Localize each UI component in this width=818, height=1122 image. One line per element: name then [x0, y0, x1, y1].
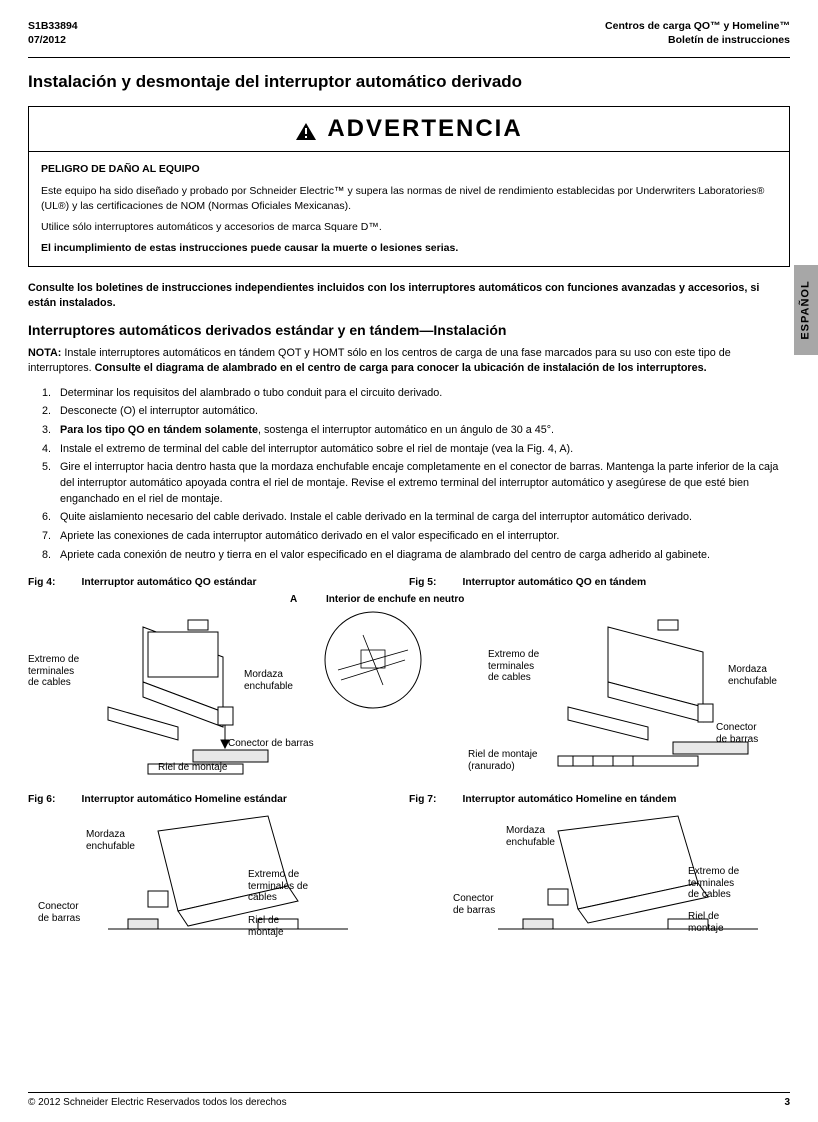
fig5-label-riel: Riel de montaje (ranurado) [468, 749, 537, 772]
fig7-caption: Fig 7: Interruptor automático Homeline e… [409, 794, 790, 805]
warning-header-text: ADVERTENCIA [327, 115, 522, 143]
sub-title: Interruptores automáticos derivados está… [28, 322, 790, 338]
product-line-2: Boletín de instrucciones [605, 34, 790, 48]
header-right: Centros de carga QO™ y Homeline™ Boletín… [605, 20, 790, 47]
fig6-label-mordaza: Mordaza enchufable [86, 829, 135, 852]
fig4-label-riel: Riel de montaje [158, 762, 227, 774]
fig5-caption: Fig 5: Interruptor automático QO en tánd… [409, 577, 790, 588]
fig7-number: Fig 7: [409, 794, 436, 805]
language-tab: ESPAÑOL [794, 265, 818, 355]
label-interior: Interior de enchufe en neutro [326, 594, 464, 606]
fig4-caption: Fig 4: Interruptor automático QO estánda… [28, 577, 409, 588]
step-2: Desconecte (O) el interruptor automático… [54, 404, 790, 420]
section-title: Instalación y desmontaje del interruptor… [28, 72, 790, 92]
fig-captions-bottom: Fig 6: Interruptor automático Homeline e… [28, 794, 790, 805]
fig4-title: Interruptor automático QO estándar [81, 577, 256, 588]
lead-paragraph: Consulte los boletines de instrucciones … [28, 281, 790, 311]
fig7-label-mordaza: Mordaza enchufable [506, 825, 555, 848]
fig7-label-conector: Conector de barras [453, 893, 495, 916]
header-left: S1B33894 07/2012 [28, 20, 78, 47]
fig5-label-mordaza: Mordaza enchufable [728, 664, 777, 687]
fig6-label-extremo: Extremo de terminales de cables [248, 869, 308, 904]
fig4-diagram [48, 612, 328, 782]
warning-box: ADVERTENCIA PELIGRO DE DAÑO AL EQUIPO Es… [28, 106, 790, 267]
nota-label: NOTA: [28, 347, 61, 359]
warning-p1: Este equipo ha sido diseñado y probado p… [41, 184, 777, 214]
fig5-label-conector: Conector de barras [716, 722, 758, 745]
copyright: © 2012 Schneider Electric Reservados tod… [28, 1097, 287, 1108]
step-3-rest: , sostenga el interruptor automático en … [258, 424, 554, 436]
fig5-title: Interruptor automático QO en tándem [462, 577, 646, 588]
fig4-label-extremo: Extremo de terminales de cables [28, 654, 79, 689]
fig7-title: Interruptor automático Homeline en tánde… [462, 794, 676, 805]
fig7-label-riel: Riel de montaje [688, 911, 724, 934]
fig4-label-mordaza: Mordaza enchufable [244, 669, 293, 692]
step-3: Para los tipo QO en tándem solamente, so… [54, 423, 790, 439]
fig5-label-extremo: Extremo de terminales de cables [488, 649, 539, 684]
fig-captions-top: Fig 4: Interruptor automático QO estánda… [28, 577, 790, 588]
fig6-caption: Fig 6: Interruptor automático Homeline e… [28, 794, 409, 805]
page-footer: © 2012 Schneider Electric Reservados tod… [28, 1092, 790, 1108]
language-tab-label: ESPAÑOL [800, 280, 812, 339]
warning-triangle-icon [295, 120, 317, 139]
fig6-label-riel: Riel de montaje [248, 915, 284, 938]
installation-steps: Determinar los requisitos del alambrado … [28, 386, 790, 563]
fig4-label-conector: Conector de barras [228, 738, 314, 750]
fig6-label-conector: Conector de barras [38, 901, 80, 924]
nota-bold-tail: Consulte el diagrama de alambrado en el … [95, 362, 707, 374]
warning-header: ADVERTENCIA [29, 107, 789, 152]
warning-title: PELIGRO DE DAÑO AL EQUIPO [41, 162, 777, 177]
fig4-number: Fig 4: [28, 577, 55, 588]
step-7: Apriete las conexiones de cada interrupt… [54, 529, 790, 545]
circle-inset [323, 610, 423, 710]
warning-p2: Utilice sólo interruptores automáticos y… [41, 220, 777, 235]
label-a: A [290, 594, 297, 606]
step-8: Apriete cada conexión de neutro y tierra… [54, 548, 790, 564]
diagram-area-top: A Interior de enchufe en neutro Extremo … [28, 594, 790, 784]
page-header: S1B33894 07/2012 Centros de carga QO™ y … [28, 20, 790, 47]
fig6-number: Fig 6: [28, 794, 55, 805]
fig7-label-extremo: Extremo de terminales de cables [688, 866, 739, 901]
product-line-1: Centros de carga QO™ y Homeline™ [605, 20, 790, 34]
header-rule [28, 57, 790, 58]
step-4: Instale el extremo de terminal del cable… [54, 442, 790, 458]
fig5-diagram [498, 612, 788, 782]
nota-paragraph: NOTA: Instale interruptores automáticos … [28, 346, 790, 376]
step-6: Quite aislamiento necesario del cable de… [54, 510, 790, 526]
step-3-bold: Para los tipo QO en tándem solamente [60, 424, 258, 436]
page-number: 3 [784, 1097, 790, 1108]
warning-body: PELIGRO DE DAÑO AL EQUIPO Este equipo ha… [29, 152, 789, 266]
warning-footer: El incumplimiento de estas instrucciones… [41, 241, 777, 256]
fig5-number: Fig 5: [409, 577, 436, 588]
step-5: Gire el interruptor hacia dentro hasta q… [54, 460, 790, 507]
step-1: Determinar los requisitos del alambrado … [54, 386, 790, 402]
doc-date: 07/2012 [28, 34, 78, 48]
doc-number: S1B33894 [28, 20, 78, 34]
fig6-title: Interruptor automático Homeline estándar [81, 794, 286, 805]
diagram-area-bottom: Mordaza enchufable Extremo de terminales… [28, 811, 790, 961]
